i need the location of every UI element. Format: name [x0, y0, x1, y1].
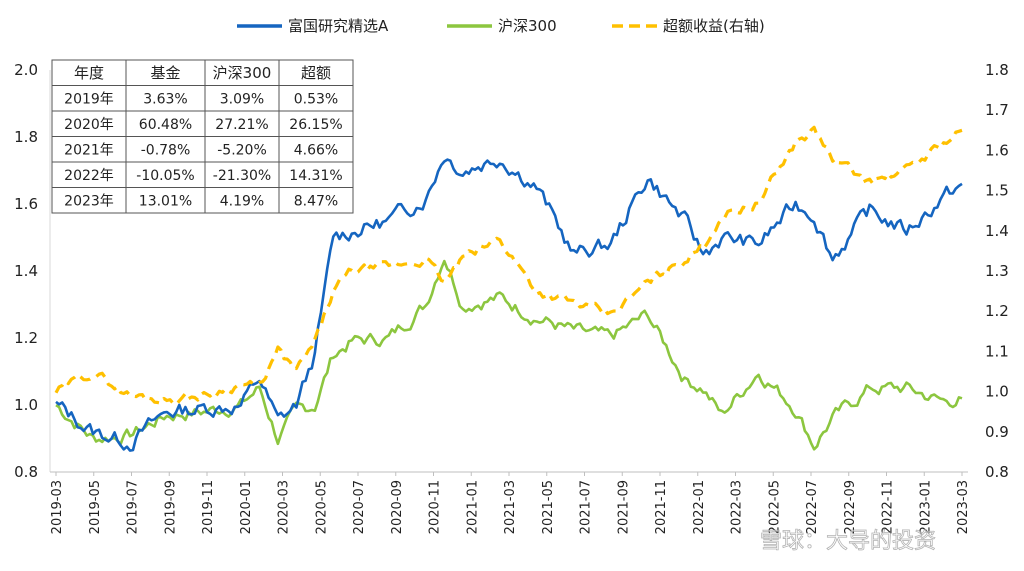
y-right-tick-label: 1.3 — [985, 262, 1009, 280]
y-right-tick-label: 1.0 — [985, 383, 1009, 401]
table-cell: 26.15% — [289, 117, 342, 133]
x-tick-label: 2022-01 — [692, 480, 707, 534]
x-axis: 2019-03 2019-05 2019-07 2019-09 2019-11 2020-… — [50, 472, 971, 534]
y-left-tick-label: 0.8 — [14, 463, 38, 481]
x-tick-label: 2023-01 — [918, 480, 933, 534]
y-left-tick-label: 1.4 — [14, 262, 38, 280]
y-right-tick-label: 1.2 — [985, 302, 1009, 320]
x-tick-label: 2021-09 — [616, 480, 631, 534]
table-cell: -5.20% — [217, 142, 267, 158]
x-tick-label: 2019-07 — [126, 480, 141, 534]
y-axis-right: 0.8 0.9 1.0 1.1 1.2 1.3 1.4 1.5 1.6 1.7 1.8 — [985, 61, 1009, 481]
x-tick-label: 2019-11 — [201, 480, 216, 534]
x-tick-label: 2020-07 — [352, 480, 367, 534]
table-cell: 4.19% — [220, 193, 264, 209]
table-cell: 27.21% — [215, 117, 268, 133]
table-cell: 3.09% — [220, 91, 264, 107]
x-tick-label: 2022-11 — [881, 480, 896, 534]
fund-line — [55, 158, 963, 452]
x-tick-label: 2019-05 — [88, 480, 103, 534]
table-cell: 2022年 — [64, 168, 114, 184]
legend-label-excess: 超额收益(右轴) — [663, 17, 765, 35]
table-cell: -21.30% — [213, 168, 271, 184]
table-cell: 3.63% — [143, 91, 187, 107]
y-right-tick-label: 1.7 — [985, 101, 1009, 119]
legend-label-csi300: 沪深300 — [498, 17, 557, 35]
y-right-tick-label: 1.1 — [985, 342, 1009, 360]
watermark: 雪球：大导的投资 — [760, 529, 936, 554]
x-tick-label: 2020-09 — [390, 480, 405, 534]
x-tick-label: 2021-03 — [503, 480, 518, 534]
table-cell: 2020年 — [64, 117, 114, 133]
legend: 富国研究精选A 沪深300 超额收益(右轴) — [237, 17, 765, 35]
table-cell: 2021年 — [64, 142, 114, 158]
x-tick-label: 2020-03 — [277, 480, 292, 534]
x-tick-label: 2022-07 — [805, 480, 820, 534]
x-tick-label: 2022-05 — [767, 480, 782, 534]
x-tick-label: 2019-09 — [163, 480, 178, 534]
y-right-tick-label: 0.8 — [985, 463, 1009, 481]
table-header-cell: 沪深300 — [213, 64, 272, 82]
table-cell: 8.47% — [294, 193, 338, 209]
y-right-tick-label: 1.6 — [985, 141, 1009, 159]
table-cell: -0.78% — [141, 142, 191, 158]
excess-line — [54, 125, 963, 407]
table-cell: -10.05% — [136, 168, 194, 184]
table-header-cell: 超额 — [301, 64, 331, 82]
table-cell: 2019年 — [64, 91, 114, 107]
x-tick-label: 2021-07 — [579, 480, 594, 534]
y-left-tick-label: 1.6 — [14, 195, 38, 213]
table-cell: 4.66% — [294, 142, 338, 158]
x-tick-label: 2021-01 — [465, 480, 480, 534]
y-left-tick-label: 1.8 — [14, 128, 38, 146]
table-cell: 2023年 — [64, 193, 114, 209]
y-right-tick-label: 1.5 — [985, 182, 1009, 200]
x-tick-label: 2023-03 — [956, 480, 971, 534]
table-cell: 14.31% — [289, 168, 342, 184]
table-header-cell: 基金 — [150, 64, 180, 82]
x-tick-label: 2022-03 — [730, 480, 745, 534]
x-tick-label: 2020-05 — [314, 480, 329, 534]
y-left-tick-label: 1.0 — [14, 396, 38, 414]
y-left-tick-label: 1.2 — [14, 329, 38, 347]
table-header-cell: 年度 — [74, 64, 104, 82]
series-layer — [54, 125, 963, 452]
x-tick-label: 2020-01 — [239, 480, 254, 534]
y-right-tick-label: 0.9 — [985, 423, 1009, 441]
table-cell: 13.01% — [139, 193, 192, 209]
x-tick-label: 2021-11 — [654, 480, 669, 534]
y-right-tick-label: 1.4 — [985, 222, 1009, 240]
x-tick-label: 2022-09 — [843, 480, 858, 534]
x-tick-label: 2019-03 — [50, 480, 65, 534]
y-left-tick-label: 2.0 — [14, 61, 38, 79]
x-tick-label: 2020-11 — [428, 480, 443, 534]
y-right-tick-label: 1.8 — [985, 61, 1009, 79]
y-axis-left: 0.8 1.0 1.2 1.4 1.6 1.8 2.0 — [14, 61, 38, 481]
legend-label-fund: 富国研究精选A — [288, 17, 389, 35]
x-tick-label: 2021-05 — [541, 480, 556, 534]
table-cell: 60.48% — [139, 117, 192, 133]
annual-return-table: 年度 基金 沪深300 超额 2019年 3.63% 3.09% 0.53% 2020年 60.4… — [51, 59, 354, 214]
table-cell: 0.53% — [294, 91, 338, 107]
